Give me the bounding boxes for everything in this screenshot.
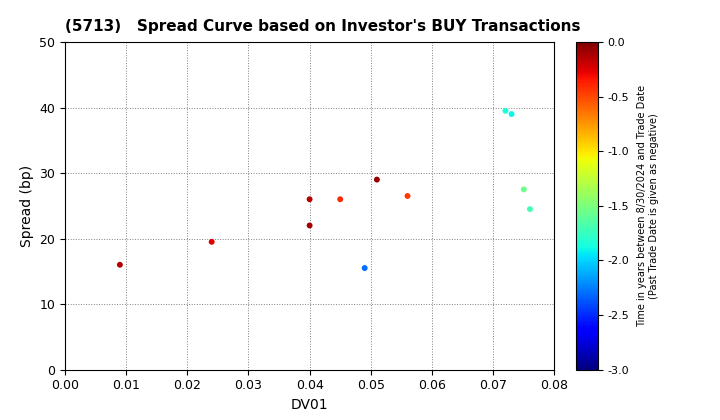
- Point: [334, 196, 346, 202]
- Point: [518, 186, 529, 193]
- Point: [114, 261, 126, 268]
- X-axis label: DV01: DV01: [291, 398, 328, 412]
- Y-axis label: Spread (bp): Spread (bp): [19, 165, 34, 247]
- Text: (5713)   Spread Curve based on Investor's BUY Transactions: (5713) Spread Curve based on Investor's …: [65, 19, 580, 34]
- Point: [304, 196, 315, 202]
- Point: [402, 193, 413, 199]
- Point: [372, 176, 383, 183]
- Point: [359, 265, 371, 271]
- Point: [505, 111, 517, 118]
- Point: [304, 222, 315, 229]
- Point: [524, 206, 536, 213]
- Point: [206, 239, 217, 245]
- Y-axis label: Time in years between 8/30/2024 and Trade Date
(Past Trade Date is given as nega: Time in years between 8/30/2024 and Trad…: [637, 85, 659, 327]
- Point: [500, 108, 511, 114]
